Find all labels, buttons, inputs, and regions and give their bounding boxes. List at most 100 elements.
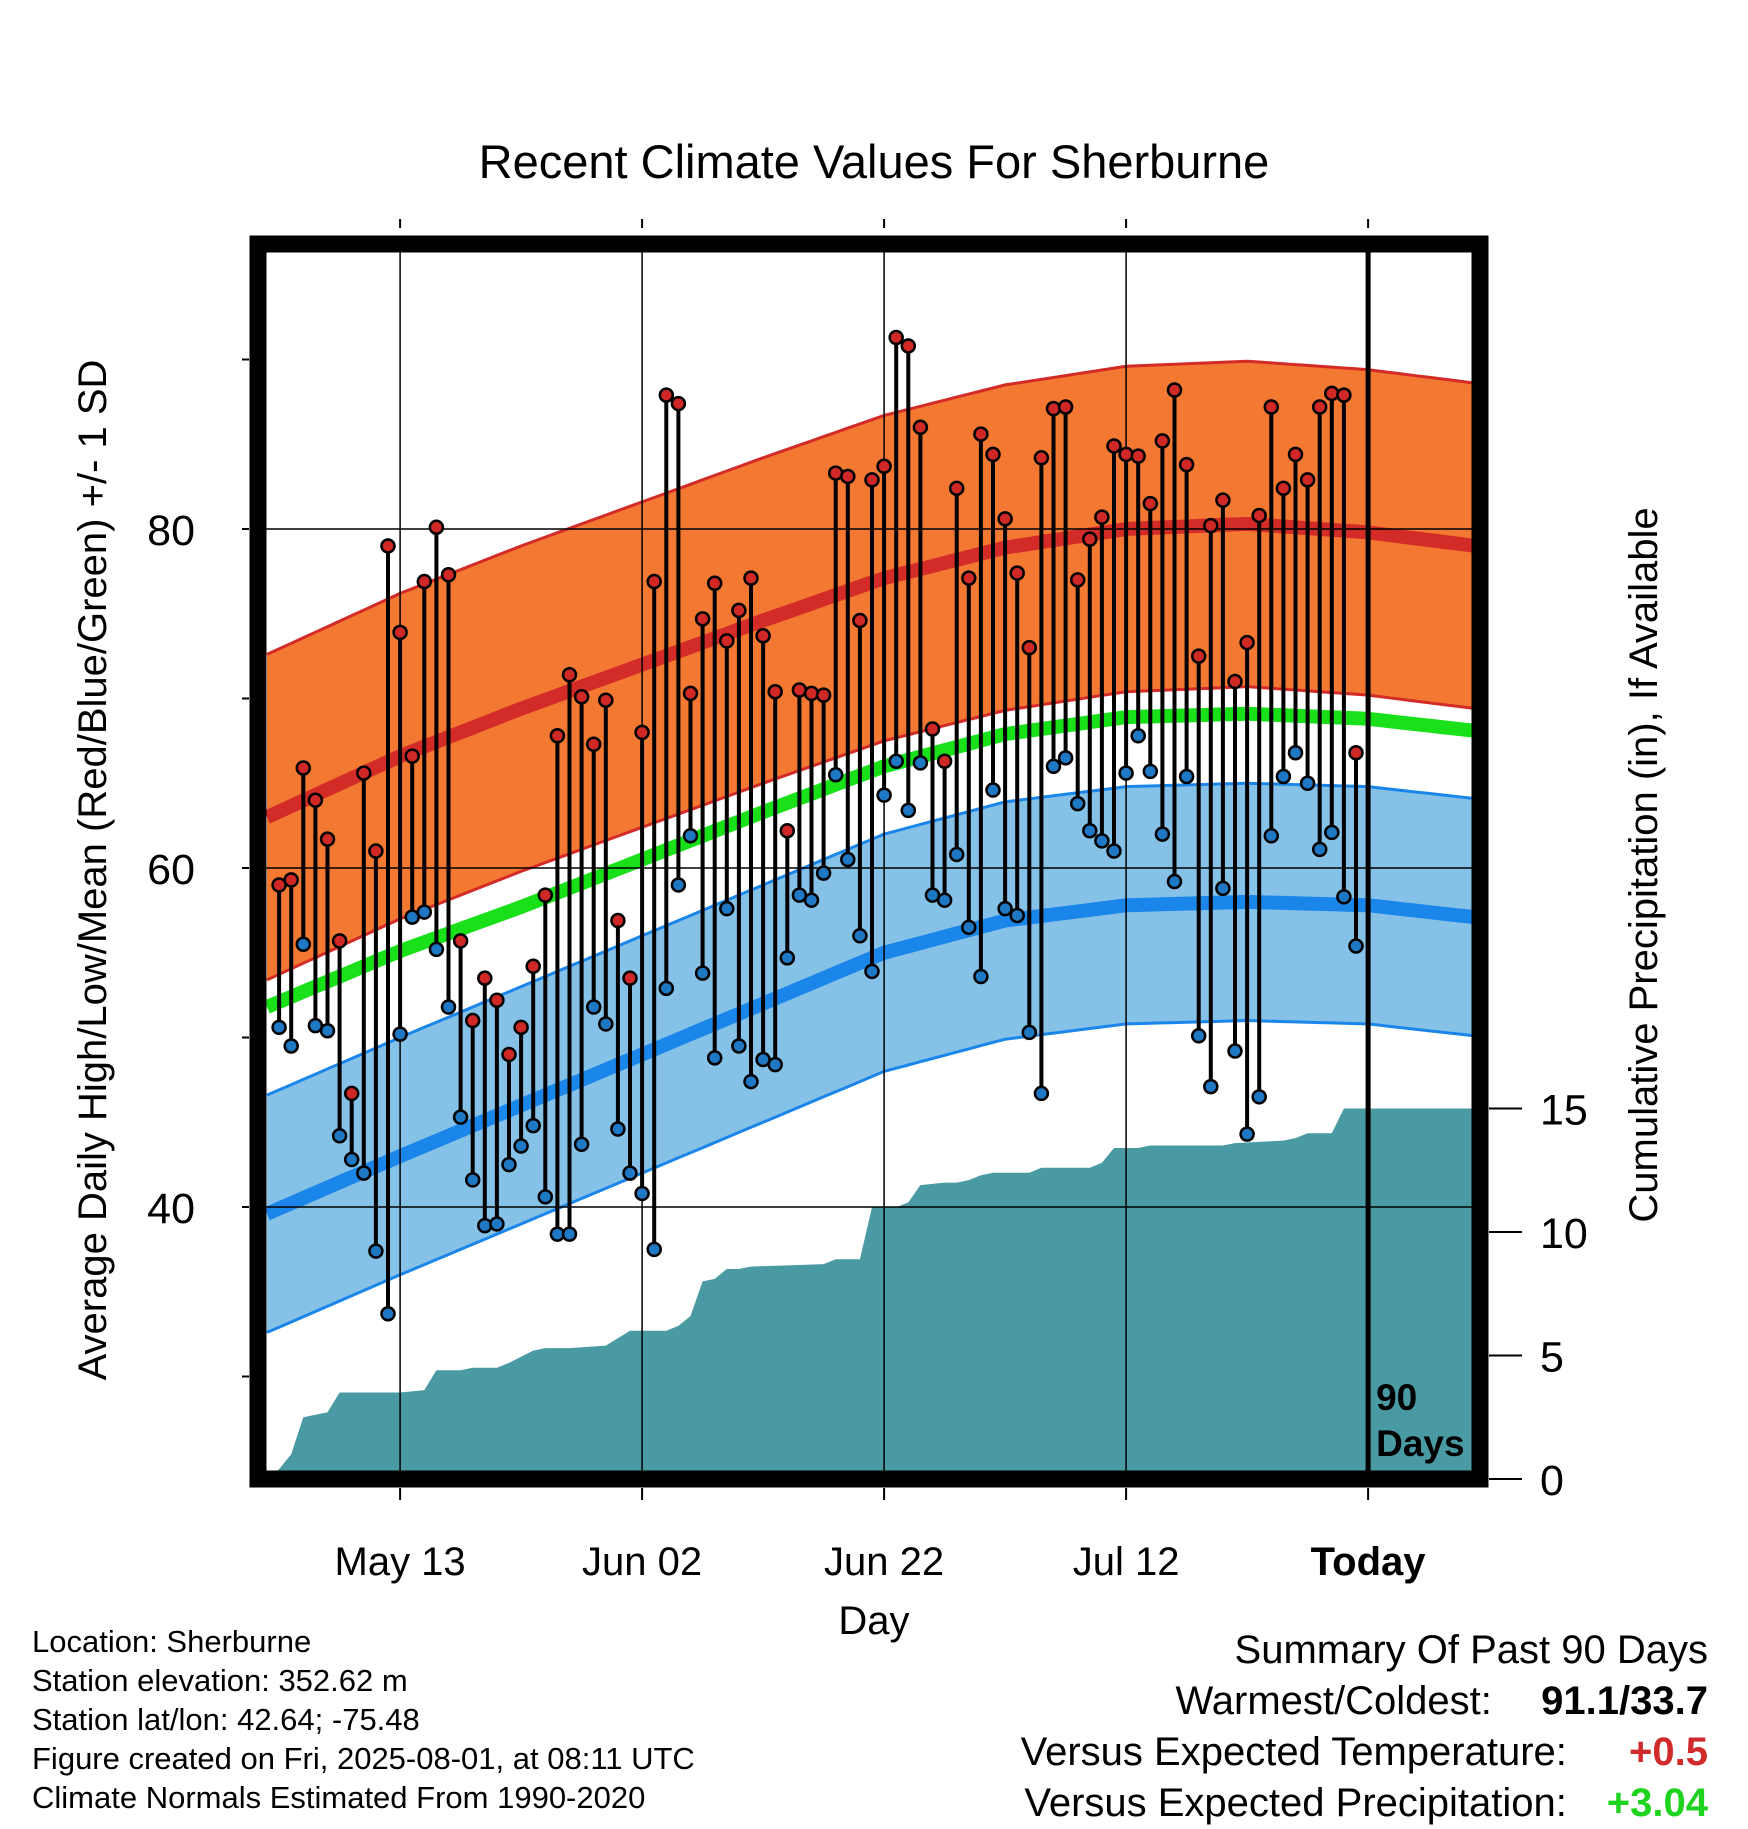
daily-high-point: [815, 687, 832, 703]
daily-high-point: [610, 912, 626, 929]
daily-high-point: [973, 426, 989, 442]
daily-low-point: [1118, 765, 1134, 781]
elevation-text: Station elevation: 352.62 m: [32, 1663, 408, 1698]
daily-low-point: [1045, 758, 1062, 775]
x-tick-label: May 13: [335, 1540, 466, 1584]
daily-high-point: [948, 480, 965, 497]
x-tick-label: Jul 12: [1073, 1540, 1180, 1584]
daily-high-point: [852, 612, 868, 629]
daily-low-point: [331, 1128, 348, 1144]
daily-low-point: [440, 999, 457, 1015]
today-label-line1: 90: [1376, 1377, 1417, 1418]
daily-high-point: [283, 872, 299, 888]
daily-high-point: [1287, 446, 1304, 463]
daily-high-point: [1275, 480, 1292, 497]
daily-low-point: [1033, 1085, 1050, 1102]
high-band-upper-edge: [266, 359, 1480, 656]
daily-high-point: [646, 573, 662, 590]
y-tick-label: 80: [147, 507, 195, 555]
y-tick-label: 60: [147, 846, 195, 894]
daily-low-point: [864, 963, 880, 980]
daily-high-point: [404, 748, 420, 764]
daily-high-point: [1215, 492, 1231, 508]
daily-high-point: [985, 446, 1001, 463]
daily-high-point: [622, 970, 638, 986]
daily-high-point: [1311, 399, 1328, 415]
daily-low-point: [1009, 907, 1025, 924]
daily-low-point: [1215, 880, 1231, 897]
daily-high-point: [501, 1046, 517, 1063]
daily-low-point: [452, 1109, 469, 1125]
daily-high-point: [864, 472, 880, 488]
daily-high-point: [682, 685, 699, 702]
daily-low-point: [682, 828, 699, 844]
daily-high-point: [779, 822, 796, 839]
daily-high-point: [1263, 399, 1280, 415]
daily-high-point: [1299, 472, 1316, 488]
summary-title: Summary Of Past 90 Days: [1234, 1628, 1708, 1672]
daily-low-point: [961, 919, 977, 936]
daily-low-point: [985, 782, 1001, 798]
today-label-line2: Days: [1376, 1423, 1464, 1464]
daily-low-point: [1348, 938, 1364, 954]
normals-text: Climate Normals Estimated From 1990-2020: [32, 1780, 646, 1815]
daily-high-point: [585, 736, 602, 753]
high-normal-line: [264, 516, 1480, 824]
daily-high-point: [489, 992, 505, 1008]
daily-high-point: [598, 692, 614, 708]
y-axis-label: Average Daily High/Low/Mean (Red/Blue/Gr…: [71, 360, 115, 1381]
daily-high-point: [1239, 634, 1255, 651]
daily-low-point: [380, 1306, 396, 1322]
created-text: Figure created on Fri, 2025-08-01, at 08…: [32, 1741, 695, 1776]
daily-low-point: [646, 1241, 662, 1258]
daily-high-point: [428, 519, 445, 536]
daily-low-point: [464, 1172, 481, 1188]
daily-low-point: [1130, 728, 1146, 744]
daily-low-point: [852, 928, 868, 944]
y2-tick-label: 0: [1540, 1457, 1564, 1505]
daily-high-point: [1009, 565, 1025, 581]
plot-frame: [249, 235, 1489, 1488]
daily-high-point: [1057, 399, 1074, 415]
daily-low-point: [525, 1117, 541, 1134]
summary-temp-row: Versus Expected Temperature: +0.5: [1021, 1727, 1708, 1778]
daily-low-point: [767, 1056, 783, 1073]
daily-high-point: [525, 958, 541, 975]
daily-low-point: [1299, 775, 1316, 791]
low-band-lower-edge: [266, 1018, 1480, 1334]
daily-high-point: [670, 395, 687, 412]
daily-high-point: [1130, 448, 1146, 464]
daily-high-point: [706, 575, 723, 591]
daily-high-point: [440, 567, 457, 583]
daily-high-point: [731, 602, 747, 619]
daily-high-point: [694, 611, 711, 627]
daily-high-point: [319, 831, 336, 847]
y2-axis-label: Cumulative Precipitation (in), If Availa…: [1622, 507, 1666, 1222]
summary-warmest-row: Warmest/Coldest: 91.1/33.7: [1021, 1676, 1709, 1727]
daily-high-point: [840, 468, 856, 485]
daily-high-point: [1336, 387, 1352, 403]
daily-high-point: [573, 689, 590, 705]
daily-high-point: [634, 724, 650, 741]
daily-low-point: [368, 1243, 384, 1259]
daily-low-point: [573, 1136, 590, 1153]
daily-low-point: [622, 1165, 638, 1181]
daily-low-point: [513, 1138, 529, 1154]
daily-low-point: [1203, 1078, 1219, 1095]
high-band-lower-edge: [266, 685, 1480, 982]
daily-high-point: [719, 633, 735, 649]
daily-high-point: [464, 1012, 481, 1029]
daily-high-point: [997, 511, 1013, 527]
daily-low-point: [501, 1156, 517, 1173]
daily-low-point: [1311, 841, 1328, 858]
daily-high-point: [368, 843, 384, 859]
low-band-upper-edge: [266, 781, 1480, 1097]
daily-low-point: [392, 1026, 408, 1042]
daily-low-point: [1106, 843, 1122, 859]
summary-precip-row: Versus Expected Precipitation: +3.04: [1021, 1778, 1708, 1829]
daily-high-point: [912, 419, 929, 436]
daily-high-point: [307, 792, 324, 808]
daily-low-point: [670, 877, 687, 893]
daily-low-point: [948, 846, 965, 863]
daily-high-point: [961, 570, 977, 586]
